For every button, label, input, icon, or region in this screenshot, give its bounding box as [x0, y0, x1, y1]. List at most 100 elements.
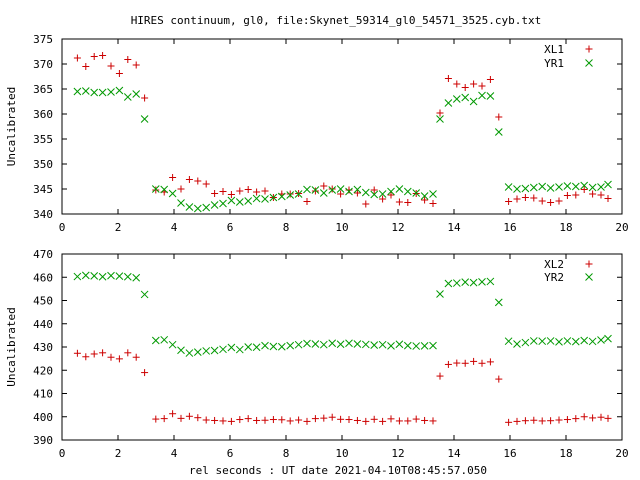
data-point	[486, 358, 494, 366]
data-point	[370, 341, 379, 349]
data-point	[521, 194, 529, 201]
data-point	[429, 190, 437, 198]
data-point	[152, 415, 160, 423]
data-point	[311, 340, 320, 348]
data-point	[486, 92, 495, 100]
data-point	[563, 416, 571, 424]
data-point	[379, 417, 387, 425]
data-point	[504, 337, 513, 346]
data-point	[123, 272, 132, 281]
data-point	[319, 340, 328, 349]
data-point	[404, 417, 412, 425]
data-point	[486, 277, 495, 286]
data-point	[82, 353, 90, 361]
data-point	[421, 416, 429, 424]
data-point	[387, 415, 395, 423]
data-point	[378, 190, 387, 198]
data-point	[444, 279, 453, 288]
y-tick-label: 430	[33, 341, 53, 354]
data-point	[555, 183, 563, 191]
data-point	[453, 359, 461, 367]
data-point	[115, 86, 124, 95]
data-point	[379, 195, 387, 203]
data-point	[353, 189, 361, 197]
data-point	[219, 199, 227, 208]
data-point	[261, 341, 269, 350]
data-point	[436, 290, 444, 298]
x-tick-label: 18	[559, 221, 572, 234]
data-point	[597, 191, 605, 199]
data-point	[311, 415, 319, 423]
data-point	[362, 417, 370, 425]
data-point	[529, 183, 538, 192]
data-point	[513, 417, 521, 425]
data-point	[252, 343, 261, 352]
data-point	[597, 336, 605, 344]
data-point	[177, 185, 185, 193]
data-point	[140, 290, 149, 299]
data-point	[81, 87, 90, 95]
data-point	[337, 415, 345, 423]
x-tick-label: 10	[335, 221, 348, 234]
data-point	[123, 93, 132, 101]
x-tick-label: 4	[171, 447, 178, 460]
data-point	[328, 185, 336, 193]
data-point	[303, 185, 311, 194]
data-point	[453, 80, 461, 88]
data-point	[353, 340, 362, 348]
data-point	[269, 342, 278, 351]
data-point	[336, 340, 345, 349]
data-point	[115, 355, 123, 363]
data-point	[185, 203, 194, 211]
data-point	[362, 200, 370, 208]
x-tick-label: 12	[391, 447, 404, 460]
data-point	[345, 339, 353, 348]
data-point	[412, 189, 421, 197]
data-point	[538, 182, 547, 191]
legend-marker	[585, 260, 593, 268]
data-point	[90, 272, 99, 280]
top-panel: 0 2 4 6 8 10 12 14 16 18 20 340 345 350 355 360 365 370 37…	[5, 33, 629, 234]
data-point	[345, 187, 353, 196]
data-point	[107, 62, 115, 70]
data-point	[160, 335, 169, 344]
data-point	[311, 187, 319, 195]
data-point	[345, 186, 353, 194]
data-point	[395, 417, 403, 425]
data-point	[320, 182, 328, 190]
data-point	[311, 186, 320, 194]
data-point	[370, 415, 378, 423]
data-point	[82, 63, 90, 70]
data-point	[420, 192, 429, 200]
data-point	[124, 349, 132, 357]
data-point	[202, 416, 210, 424]
data-point	[387, 341, 395, 350]
data-point	[227, 417, 235, 425]
data-point	[370, 190, 379, 199]
data-point	[107, 353, 115, 361]
data-point	[521, 184, 530, 193]
data-point	[461, 93, 470, 102]
data-point	[504, 183, 513, 191]
series-XL2	[73, 349, 612, 426]
data-point	[177, 199, 185, 207]
data-point	[478, 82, 486, 90]
x-tick-label: 12	[391, 221, 404, 234]
data-point	[151, 185, 160, 193]
y-axis-label: Uncalibrated	[5, 87, 18, 166]
data-point	[361, 188, 370, 197]
data-point	[403, 187, 412, 196]
data-point	[194, 414, 202, 422]
data-point	[73, 87, 82, 96]
y-tick-label: 360	[33, 108, 53, 121]
data-point	[294, 340, 303, 349]
data-point	[90, 350, 98, 358]
data-point	[580, 181, 589, 190]
data-point	[521, 338, 530, 347]
data-point	[370, 186, 378, 194]
data-point	[461, 84, 469, 91]
data-point	[169, 174, 177, 181]
data-point	[227, 191, 235, 198]
data-point	[588, 183, 597, 192]
data-point	[211, 416, 219, 424]
